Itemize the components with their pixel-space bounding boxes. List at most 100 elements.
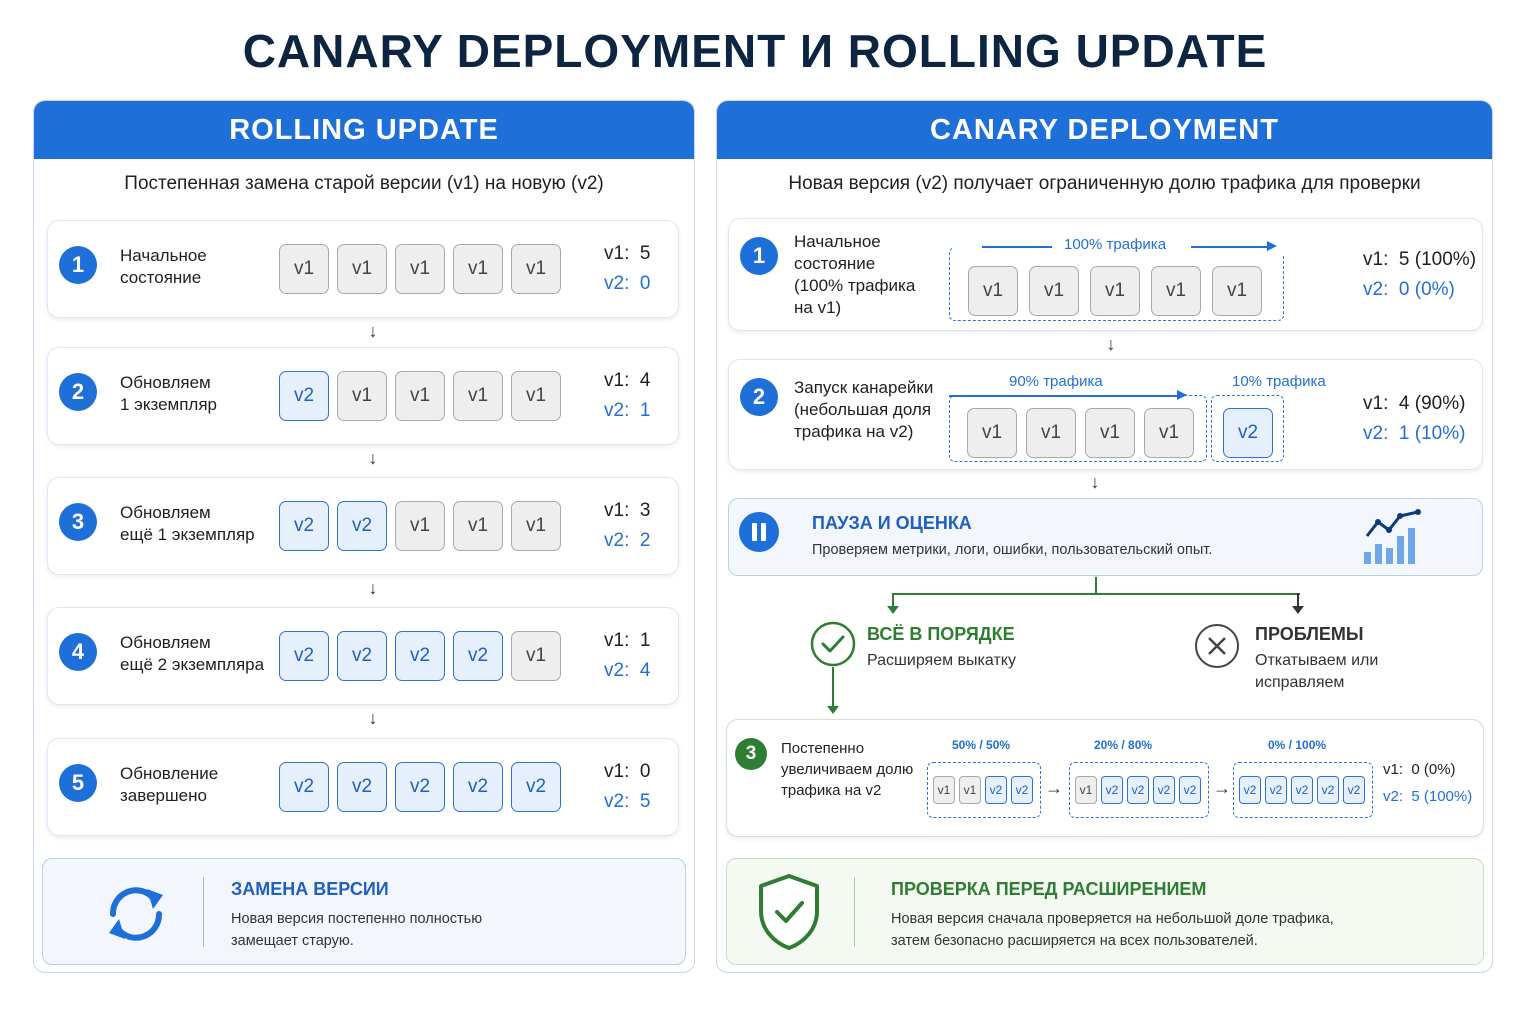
- instance-v1: v1: [1085, 408, 1135, 458]
- instance-v1: v1: [1026, 408, 1076, 458]
- canary-deployment-panel: CANARY DEPLOYMENT Новая версия (v2) полу…: [716, 100, 1493, 973]
- step-label: Начальное состояние (100% трафика на v1): [794, 232, 916, 317]
- arrow-head-icon: [887, 606, 899, 614]
- traffic-group-v1: [949, 395, 1207, 462]
- canary-deployment-subtitle: Новая версия (v2) получает ограниченную …: [788, 173, 1421, 194]
- instance-v1: v1: [1075, 776, 1097, 804]
- metrics-chart-icon: [1364, 509, 1421, 564]
- arrow-head-icon: [1292, 606, 1304, 614]
- flow-arrow-icon: ↓: [368, 708, 378, 728]
- stage-group: [1233, 762, 1373, 818]
- instance-v1: v1: [968, 266, 1018, 316]
- instance-counts: v1: 5 v2: 0: [604, 243, 651, 294]
- instance-v1: v1: [395, 371, 445, 421]
- rolling-step-5: 5 Обновление завершено v1: 0 v2: 5 v2 v2 v2 v2 v2: [47, 738, 679, 836]
- ok-line: [832, 667, 834, 707]
- instance-v1: v1: [1029, 266, 1079, 316]
- instance-v1: v1: [453, 501, 503, 551]
- traffic-label-v2: 10% трафика: [1232, 373, 1326, 390]
- traffic-label-v1: 90% трафика: [1009, 373, 1103, 390]
- step-number: 2: [59, 373, 97, 411]
- flow-arrow-icon: ↓: [1106, 334, 1116, 354]
- step-label: Обновляем 1 экземпляр: [120, 373, 218, 414]
- canary-step-2: 2 Запуск канарейки (небольшая доля трафи…: [728, 359, 1483, 470]
- instance-v2: v2: [337, 631, 387, 681]
- rolling-step-4: 4 Обновляем ещё 2 экземпляра v1: 1 v2: 4 v2 v2…: [47, 607, 679, 705]
- instance-v2: v2: [985, 776, 1007, 804]
- problem-title: ПРОБЛЕМЫ: [1255, 624, 1364, 644]
- summary-text-line-2: затем безопасно расширяется на всех поль…: [891, 933, 1258, 949]
- instance-v2: v2: [1011, 776, 1033, 804]
- arrow-head-icon: [827, 706, 839, 714]
- instance-v2: v2: [395, 762, 445, 812]
- instance-v2: v2: [1317, 776, 1339, 804]
- instance-v1: v1: [453, 244, 503, 294]
- branch-line: [892, 593, 1300, 595]
- instance-v2: v2: [1343, 776, 1365, 804]
- check-circle-icon: [810, 621, 856, 667]
- instance-v2: v2: [1239, 776, 1261, 804]
- step-number: 1: [59, 246, 97, 284]
- instance-counts: v1: 0 v2: 5: [604, 761, 651, 812]
- stage-traffic-label: 20% / 80%: [1094, 738, 1153, 752]
- instance-v1: v1: [1090, 266, 1140, 316]
- instance-counts: v1: 0 (0%) v2: 5 (100%): [1383, 761, 1473, 805]
- instance-v2: v2: [395, 631, 445, 681]
- instance-v1: v1: [1144, 408, 1194, 458]
- instance-v1: v1: [511, 501, 561, 551]
- instance-v1: v1: [1212, 266, 1262, 316]
- step-label: Запуск канарейки (небольшая доля трафика…: [794, 378, 934, 441]
- step-label: Начальное состояние: [120, 246, 207, 287]
- instance-v1: v1: [337, 244, 387, 294]
- instance-v1: v1: [337, 371, 387, 421]
- instance-v2: v2: [1179, 776, 1201, 804]
- ok-title: ВСЁ В ПОРЯДКЕ: [867, 624, 1015, 644]
- arrow-right-icon: →: [1213, 778, 1231, 798]
- step-number: 4: [59, 633, 97, 671]
- summary-text-line-1: Новая версия постепенно полностью: [231, 911, 483, 927]
- flow-arrow-icon: ↓: [368, 448, 378, 468]
- instance-v1: v1: [967, 408, 1017, 458]
- instance-v1: v1: [511, 631, 561, 681]
- instance-v1: v1: [511, 371, 561, 421]
- arrow-head-icon: [1267, 241, 1277, 251]
- step-label: Обновление завершено: [120, 764, 219, 805]
- rolling-update-header: ROLLING UPDATE: [34, 101, 694, 159]
- instance-v2: v2: [1127, 776, 1149, 804]
- check-before-expansion-summary: ПРОВЕРКА ПЕРЕД РАСШИРЕНИЕМ Новая версия …: [726, 858, 1484, 965]
- rolling-step-3: 3 Обновляем ещё 1 экземпляр v1: 3 v2: 2 v2 v2 v…: [47, 477, 679, 575]
- step-number: 3: [735, 738, 767, 770]
- summary-text-line-2: замещает старую.: [231, 933, 354, 949]
- rolling-step-2: 2 Обновляем 1 экземпляр v1: 4 v2: 1 v2 v1 v1 v1 v…: [47, 347, 679, 445]
- traffic-group-v2: [1211, 395, 1284, 462]
- instance-v2: v2: [337, 501, 387, 551]
- x-circle-icon: [1195, 624, 1239, 668]
- stage-group: [1069, 762, 1209, 818]
- instance-counts: v1: 4 v2: 1: [604, 370, 651, 421]
- step-label: Обновляем ещё 1 экземпляр: [120, 503, 255, 544]
- pause-text: Проверяем метрики, логи, ошибки, пользов…: [812, 542, 1213, 558]
- instance-v1: v1: [395, 244, 445, 294]
- instance-v2: v2: [279, 762, 329, 812]
- instance-v2: v2: [279, 501, 329, 551]
- instance-v1: v1: [279, 244, 329, 294]
- canary-step-1: 1 Начальное состояние (100% трафика на v…: [728, 218, 1483, 331]
- instance-v1: v1: [453, 371, 503, 421]
- sync-icon: [109, 887, 163, 941]
- instance-v2: v2: [279, 631, 329, 681]
- summary-title: ПРОВЕРКА ПЕРЕД РАСШИРЕНИЕМ: [891, 879, 1207, 899]
- instance-v1: v1: [959, 776, 981, 804]
- stage-group: [927, 762, 1041, 818]
- branch-line-problem: [1297, 593, 1299, 607]
- instance-v2: v2: [337, 762, 387, 812]
- arrow-right-icon: →: [1045, 778, 1063, 798]
- branch-line: [1095, 577, 1097, 594]
- step-label: Постепенно увеличиваем долю трафика на v…: [781, 740, 914, 799]
- flow-arrow-icon: ↓: [1090, 472, 1100, 492]
- instance-counts: v1: 4 (90%) v2: 1 (10%): [1363, 393, 1466, 444]
- instance-counts: v1: 5 (100%) v2: 0 (0%): [1363, 249, 1477, 300]
- instance-v1: v1: [1151, 266, 1201, 316]
- version-replacement-summary: ЗАМЕНА ВЕРСИИ Новая версия постепенно по…: [42, 858, 686, 965]
- instance-v1: v1: [933, 776, 955, 804]
- canary-step-3: 3 Постепенно увеличиваем долю трафика на…: [726, 719, 1484, 837]
